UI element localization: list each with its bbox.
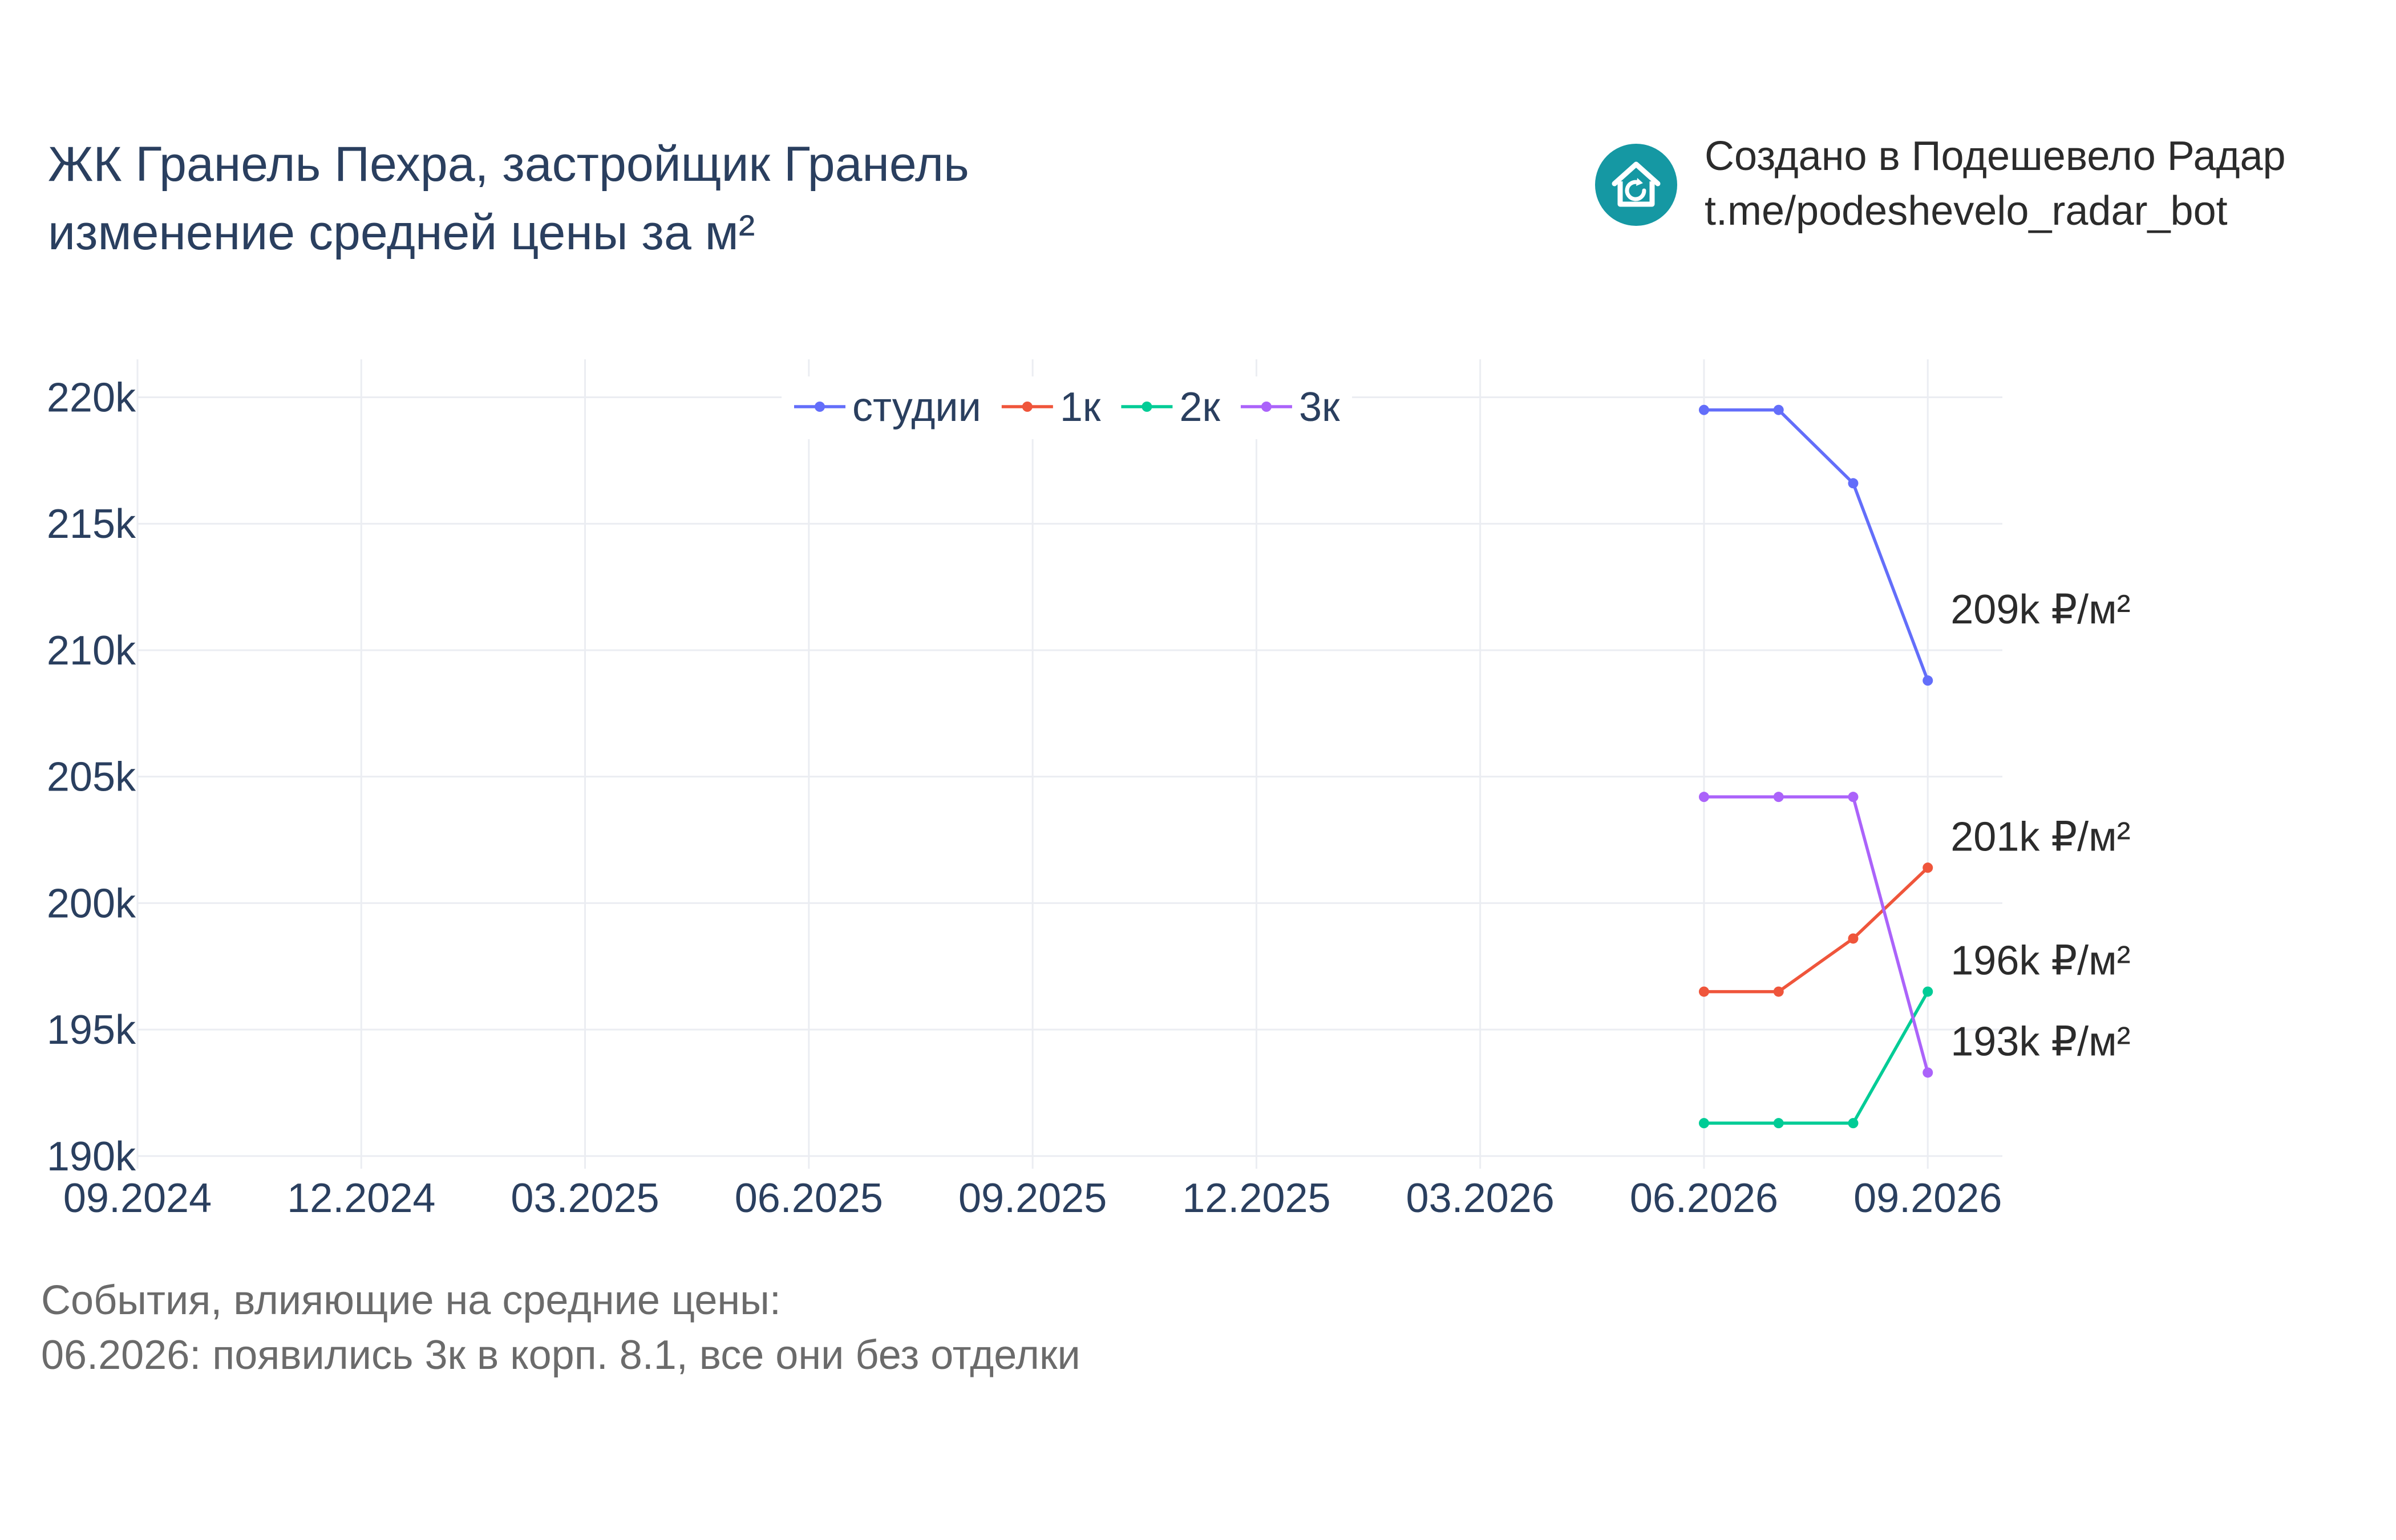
data-point[interactable]: [1848, 933, 1859, 944]
events-heading: События, влияющие на средние цены:: [41, 1278, 781, 1323]
data-point[interactable]: [1848, 1118, 1859, 1129]
legend-item[interactable]: 1к: [1001, 384, 1101, 430]
data-point[interactable]: [1923, 675, 1933, 686]
series-line: [1703, 795, 1929, 1073]
y-tick-label: 205k: [47, 755, 136, 800]
x-tick-label: 12.2025: [1182, 1176, 1330, 1221]
data-point[interactable]: [1923, 862, 1933, 873]
legend-label: 1к: [1060, 384, 1101, 430]
y-tick-label: 200k: [47, 881, 136, 926]
brand-block: Создано в Подешевело Радар t.me/podeshev…: [1595, 129, 2286, 238]
series-line: [1703, 991, 1929, 1125]
data-point[interactable]: [1773, 792, 1784, 803]
y-tick-label: 215k: [47, 501, 136, 547]
series-0: [1698, 404, 1933, 686]
data-point[interactable]: [1698, 1118, 1709, 1129]
data-point[interactable]: [1698, 792, 1709, 803]
data-point[interactable]: [1923, 986, 1933, 997]
chart-title: ЖК Гранель Пехра, застройщик Гранель изм…: [48, 130, 969, 267]
legend-label: студии: [852, 384, 981, 430]
chart-title-line-1: ЖК Гранель Пехра, застройщик Гранель: [48, 137, 969, 192]
series-line: [1703, 408, 1929, 682]
x-tick-label: 06.2025: [735, 1176, 883, 1221]
x-tick-label: 09.2024: [63, 1176, 212, 1221]
brand-link[interactable]: t.me/podeshevelo_radar_bot: [1705, 188, 2228, 234]
data-point[interactable]: [1698, 404, 1709, 415]
legend-swatch-point: [815, 402, 825, 412]
x-tick-label: 06.2026: [1630, 1176, 1778, 1221]
legend-swatch-point: [1142, 402, 1152, 412]
series-line: [1703, 866, 1929, 994]
legend-label: 2к: [1179, 384, 1220, 430]
end-value-label: 201k ₽/м²: [1950, 814, 2130, 860]
series: [1698, 404, 1933, 1129]
legend-item[interactable]: студии: [794, 384, 981, 430]
x-tick-label: 12.2024: [287, 1176, 435, 1221]
data-point[interactable]: [1848, 478, 1859, 489]
x-tick-label: 03.2026: [1406, 1176, 1555, 1221]
x-axis-ticks: 09.2024 12.2024 03.2025 06.2025 09.2025 12.20…: [63, 1176, 2002, 1221]
brand-name: Создано в Подешевело Радар: [1705, 133, 2286, 179]
end-value-label: 196k ₽/м²: [1950, 938, 2130, 984]
data-point[interactable]: [1773, 404, 1784, 415]
legend-item[interactable]: 2к: [1121, 384, 1220, 430]
y-axis-ticks: 190k 195k 200k 205k 210k 215k 220k: [47, 375, 136, 1180]
y-tick-label: 220k: [47, 375, 136, 421]
legend-swatch-point: [1261, 402, 1272, 412]
legend-item[interactable]: 3к: [1240, 384, 1340, 430]
data-point[interactable]: [1773, 1118, 1784, 1129]
end-labels: 209k ₽/м² 201k ₽/м² 196k ₽/м² 193k ₽/м²: [1950, 587, 2130, 1064]
data-point[interactable]: [1773, 986, 1784, 997]
grid: [136, 359, 2002, 1169]
events-note: События, влияющие на средние цены: 06.20…: [41, 1273, 1080, 1383]
legend: студии 1к 2к 3к: [782, 376, 1352, 439]
y-tick-label: 190k: [47, 1134, 136, 1180]
x-tick-label: 03.2025: [511, 1176, 659, 1221]
house-refresh-icon: [1595, 144, 1677, 226]
x-tick-label: 09.2026: [1853, 1176, 2002, 1221]
series-1: [1698, 862, 1933, 997]
chart-title-line-2: изменение средней цены за м²: [48, 205, 755, 260]
data-point[interactable]: [1848, 792, 1859, 803]
series-3: [1698, 792, 1933, 1078]
legend-swatch-point: [1022, 402, 1033, 412]
y-tick-label: 195k: [47, 1007, 136, 1053]
x-tick-label: 09.2025: [958, 1176, 1107, 1221]
end-value-label: 209k ₽/м²: [1950, 587, 2130, 633]
y-tick-label: 210k: [47, 628, 136, 674]
end-value-label: 193k ₽/м²: [1950, 1019, 2130, 1064]
data-point[interactable]: [1698, 986, 1709, 997]
series-2: [1698, 986, 1933, 1129]
event-item: 06.2026: появились 3к в корп. 8.1, все о…: [41, 1332, 1080, 1378]
legend-label: 3к: [1299, 384, 1340, 430]
data-point[interactable]: [1923, 1067, 1933, 1078]
